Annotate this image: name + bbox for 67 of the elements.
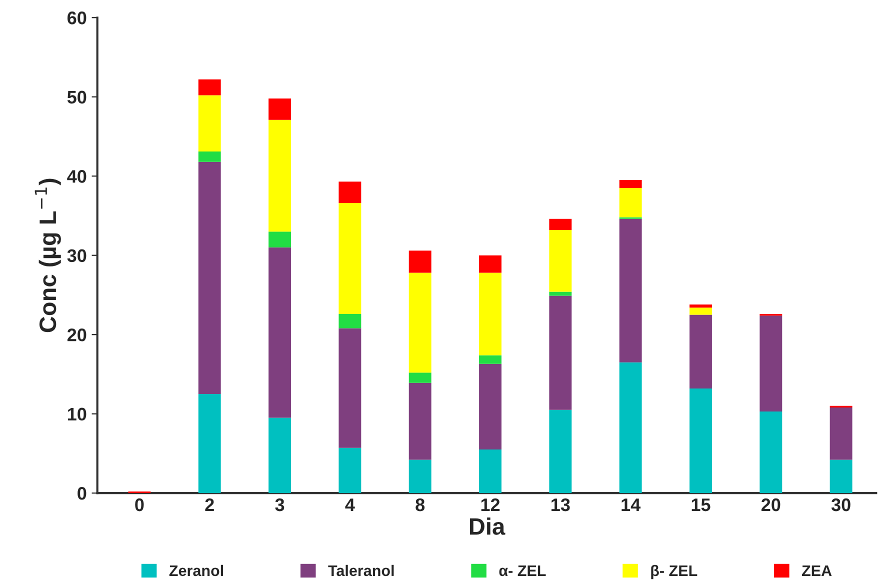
bar — [479, 255, 502, 273]
bar — [549, 218, 572, 230]
x-tick-label: 3 — [275, 498, 284, 512]
bar — [198, 79, 221, 96]
bar — [549, 292, 572, 296]
x-axis-title: Dia — [470, 518, 506, 535]
y-tick-label: 50 — [67, 90, 86, 104]
bar — [619, 180, 642, 188]
bar — [198, 152, 221, 162]
x-tick-label: 20 — [761, 498, 780, 512]
bar — [408, 250, 432, 273]
y-tick-label: 60 — [68, 12, 86, 24]
x-tick-label: 2 — [205, 498, 214, 512]
bar — [268, 98, 291, 120]
y-tick-label: 40 — [67, 170, 86, 183]
legend-label: β- ZEL — [651, 564, 698, 580]
bar — [408, 460, 432, 494]
bar — [338, 448, 362, 494]
bar — [619, 188, 642, 218]
bar — [268, 247, 291, 418]
bar — [690, 314, 712, 388]
bar — [690, 388, 712, 494]
bar — [830, 407, 852, 460]
bar — [830, 460, 852, 494]
legend-label: Zeranol — [169, 564, 224, 576]
x-tick-label: 14 — [622, 498, 641, 512]
bar — [690, 304, 712, 308]
bar — [479, 449, 502, 494]
bar — [760, 316, 782, 412]
bar — [268, 232, 291, 248]
x-tick-label: 15 — [692, 498, 710, 512]
bar — [549, 296, 572, 410]
bar — [268, 120, 291, 232]
bar — [408, 272, 432, 373]
y-tick-label: 30 — [67, 249, 86, 262]
x-tick-label: 13 — [552, 498, 570, 512]
bar — [198, 394, 221, 494]
bar — [338, 314, 362, 328]
bar — [408, 382, 432, 460]
x-tick-label: 4 — [345, 498, 355, 512]
bar — [338, 203, 362, 314]
y-tick-label: 0 — [78, 487, 86, 500]
bar — [549, 410, 572, 494]
bar — [338, 328, 362, 448]
bar — [479, 272, 502, 356]
legend-label: α- ZEL — [499, 565, 546, 576]
x-tick-label: 0 — [135, 498, 144, 512]
bar — [479, 355, 502, 364]
bar — [479, 364, 502, 450]
bar — [619, 218, 642, 362]
legend-label: ZEA — [802, 565, 832, 576]
bar — [619, 362, 642, 494]
legend-label: Taleranol — [328, 564, 394, 576]
x-tick-label: 30 — [831, 498, 850, 512]
x-tick-label: 8 — [416, 498, 425, 512]
x-tick-label: 12 — [481, 498, 500, 512]
bar — [408, 372, 432, 383]
bar — [198, 162, 221, 394]
bar — [690, 308, 712, 315]
bar — [549, 230, 572, 292]
bar — [338, 182, 362, 204]
bar — [760, 411, 782, 494]
bar — [198, 95, 221, 152]
y-tick-label: 10 — [68, 408, 86, 421]
y-tick-label: 20 — [67, 328, 86, 342]
bar — [268, 418, 291, 494]
y-axis-title: Conc (µg L$^{−1}$) — [34, 178, 61, 332]
